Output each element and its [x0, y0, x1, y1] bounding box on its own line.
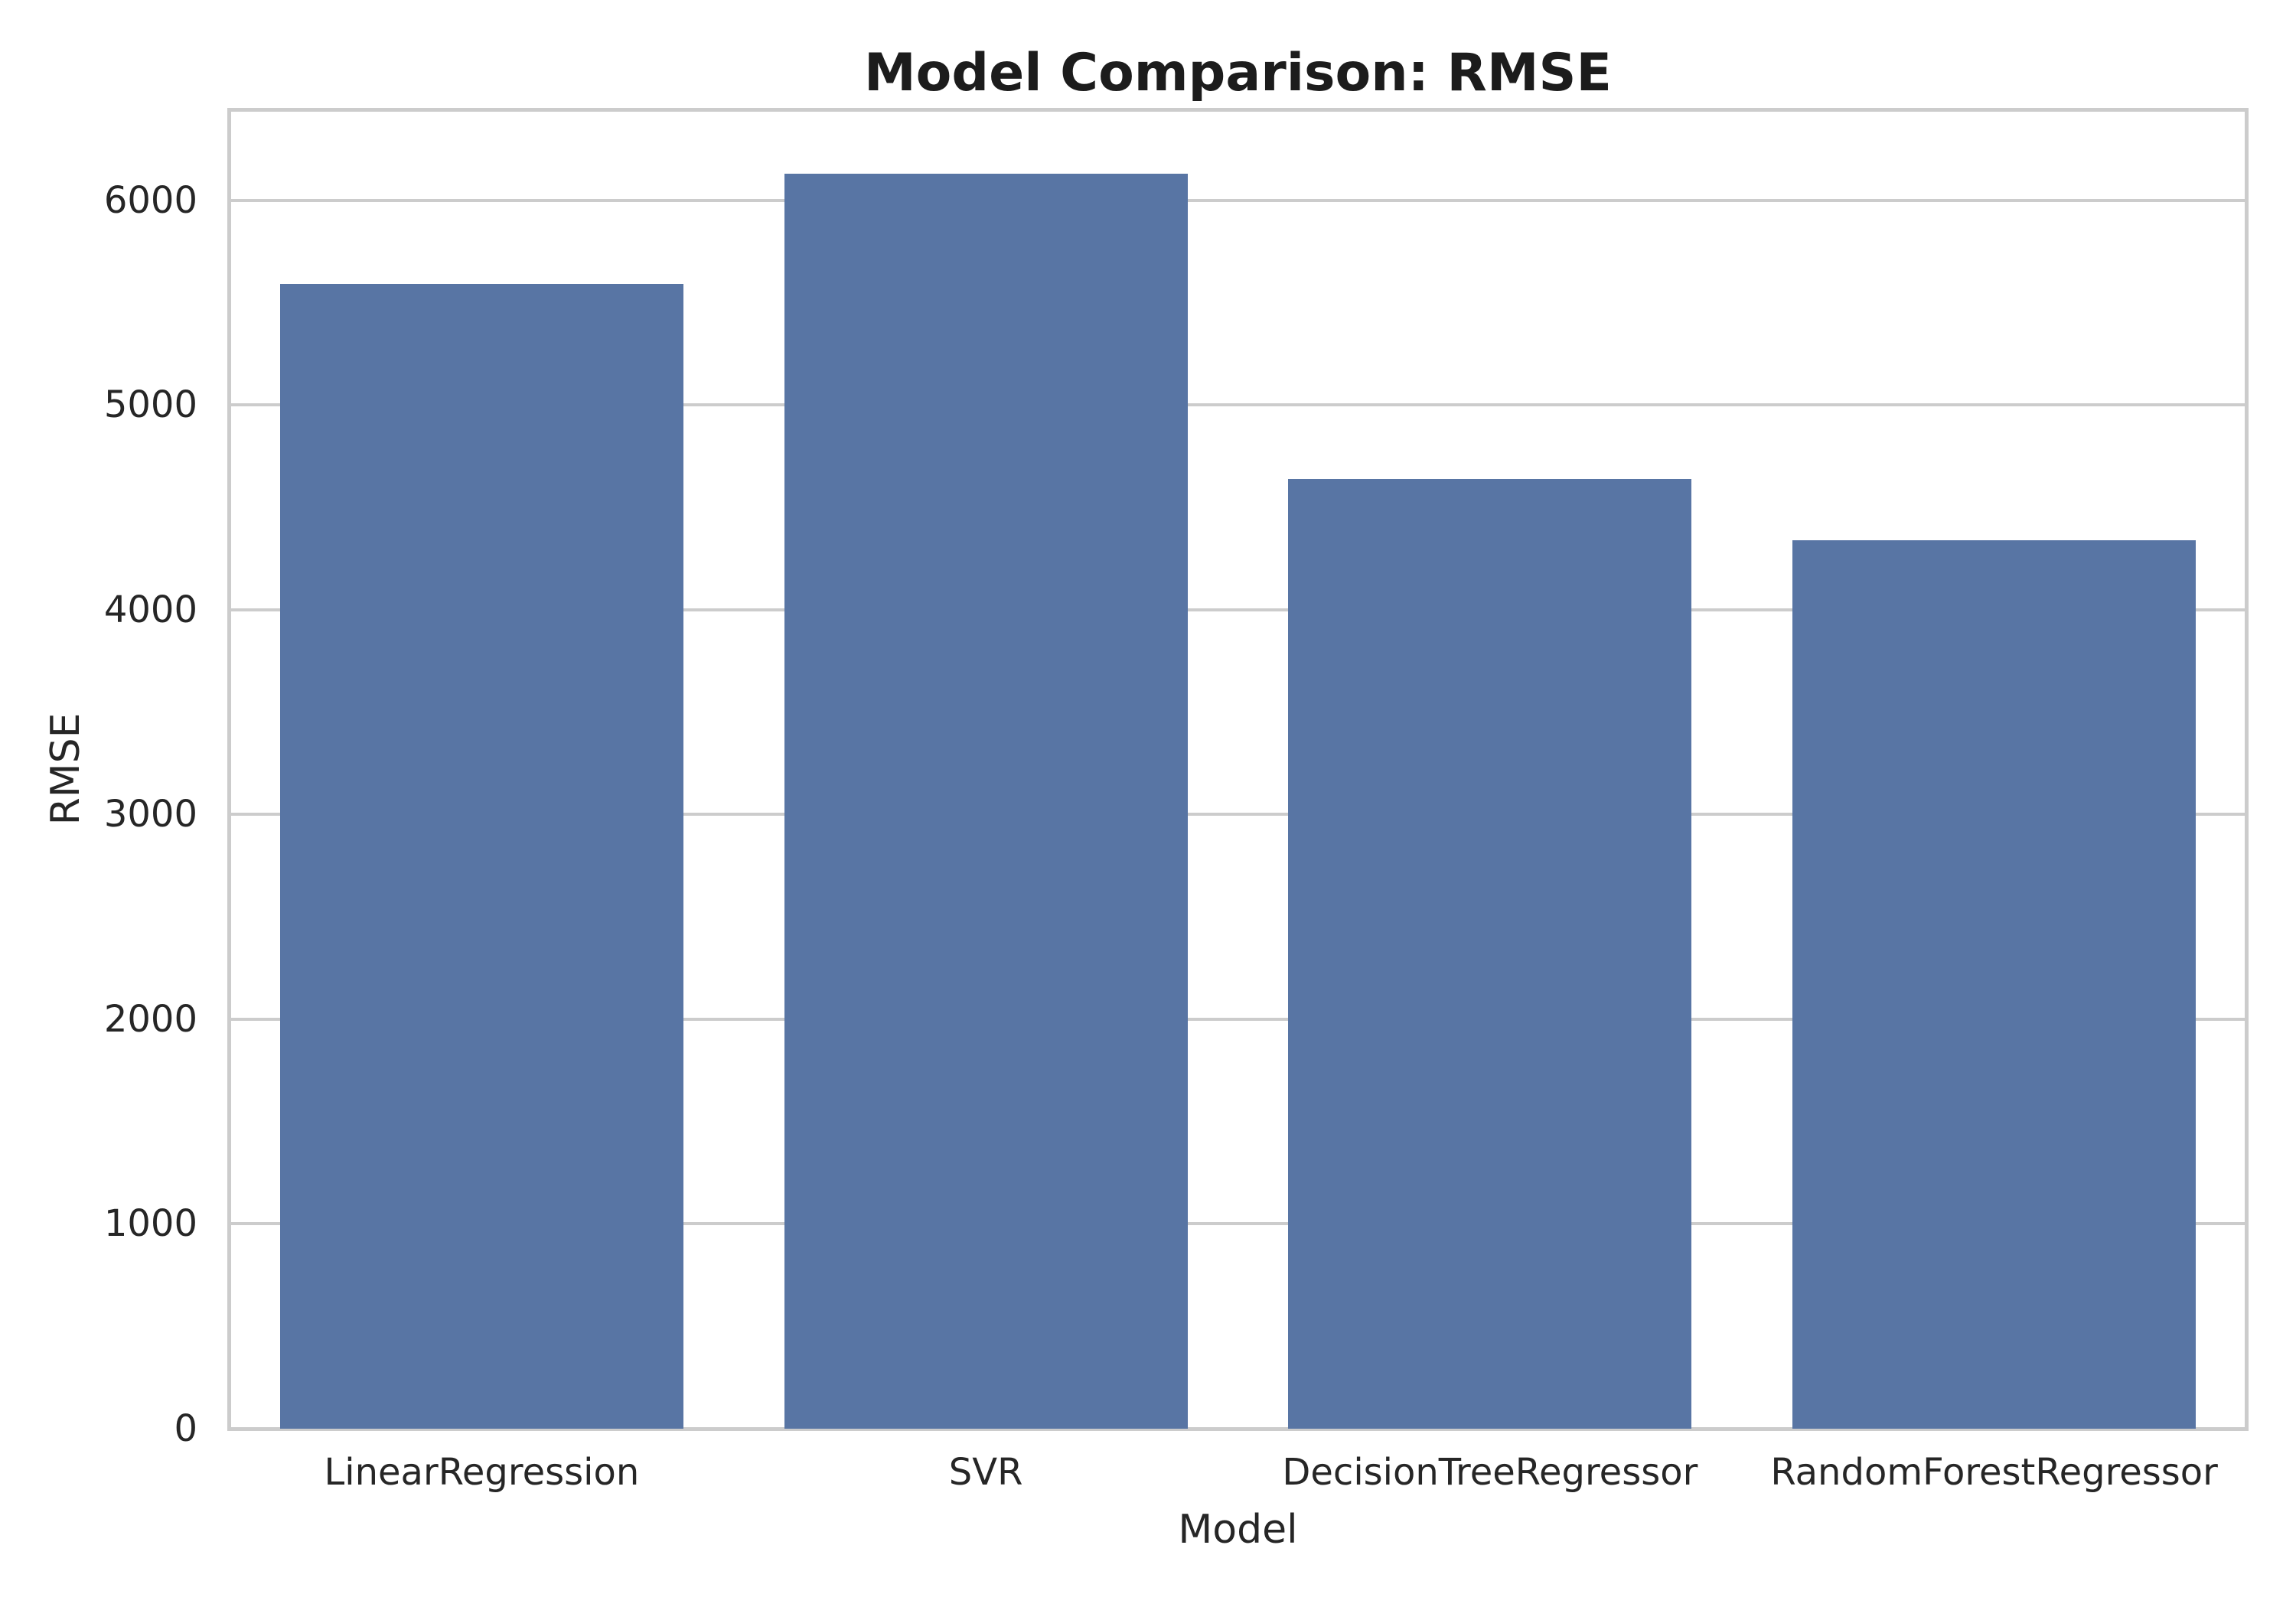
x-tick-label-randomforestregressor: RandomForestRegressor	[1770, 1451, 2218, 1494]
bar-svr	[784, 173, 1188, 1429]
bar-linearregression	[279, 284, 683, 1429]
bar-randomforestregressor	[1792, 539, 2197, 1429]
gridline-6000	[230, 198, 2246, 202]
y-tick-labels: 0 1000 2000 3000 4000 5000 6000	[0, 110, 197, 1447]
y-tick-label-6000: 6000	[103, 178, 197, 222]
gridline-4000	[230, 608, 2246, 611]
y-tick-label-1000: 1000	[103, 1202, 197, 1246]
bar-decisiontreeregressor	[1288, 478, 1692, 1429]
chart-title: Model Comparison: RMSE	[864, 43, 1612, 103]
gridline-3000	[230, 813, 2246, 817]
gridline-5000	[230, 403, 2246, 407]
y-tick-label-2000: 2000	[103, 997, 197, 1041]
x-tick-labels: LinearRegression SVR DecisionTreeRegressor…	[230, 1451, 2246, 1500]
y-tick-label-0: 0	[174, 1407, 197, 1450]
x-tick-label-svr: SVR	[948, 1451, 1023, 1494]
x-axis-label: Model	[1178, 1507, 1298, 1553]
y-tick-label-3000: 3000	[103, 793, 197, 836]
x-tick-label-decisiontreeregressor: DecisionTreeRegressor	[1282, 1451, 1698, 1494]
y-tick-label-4000: 4000	[103, 588, 197, 631]
y-tick-label-5000: 5000	[103, 383, 197, 427]
gridline-1000	[230, 1222, 2246, 1226]
gridline-2000	[230, 1017, 2246, 1021]
x-tick-label-linearregression: LinearRegression	[324, 1451, 640, 1494]
plot-area	[227, 108, 2249, 1431]
